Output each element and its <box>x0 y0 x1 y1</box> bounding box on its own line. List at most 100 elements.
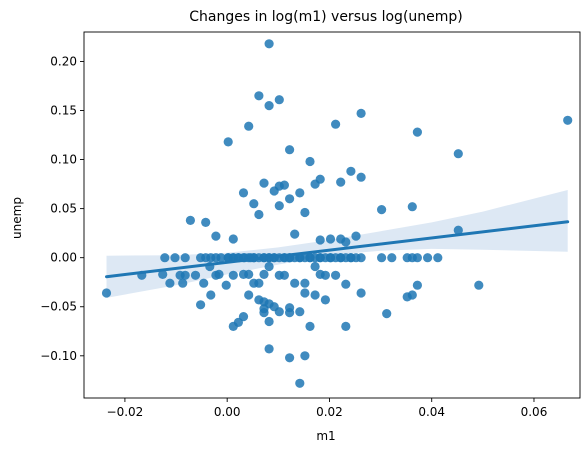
scatter-point <box>285 145 295 155</box>
scatter-point <box>412 127 422 137</box>
scatter-point <box>290 278 300 288</box>
scatter-point <box>407 202 417 212</box>
scatter-point <box>201 217 211 227</box>
scatter-point <box>259 178 269 188</box>
scatter-point <box>254 278 264 288</box>
scatter-point <box>412 280 422 290</box>
scatter-point <box>269 186 279 196</box>
y-tick-label: 0.15 <box>50 103 77 117</box>
scatter-point <box>305 321 315 331</box>
x-ticks: −0.02 0.00 0.02 0.04 0.06 <box>107 398 548 419</box>
scatter-point <box>285 308 295 318</box>
y-tick-label: −0.10 <box>40 349 77 363</box>
scatter-point <box>264 316 274 327</box>
scatter-point <box>206 290 216 300</box>
scatter-point <box>377 253 387 263</box>
scatter-point <box>377 205 387 215</box>
x-tick-label: 0.06 <box>521 405 548 419</box>
scatter-point <box>259 304 269 314</box>
scatter-point <box>264 39 274 49</box>
scatter-point <box>180 253 190 263</box>
scatter-point <box>295 307 305 317</box>
x-tick-label: 0.02 <box>316 405 343 419</box>
scatter-point <box>320 270 330 280</box>
x-tick-label: −0.02 <box>107 405 144 419</box>
scatter-point <box>351 253 361 263</box>
scatter-point <box>331 270 341 280</box>
scatter-point <box>274 95 284 105</box>
scatter-point <box>158 269 168 279</box>
scatter-point <box>196 300 206 310</box>
scatter-point <box>295 188 305 198</box>
scatter-point <box>254 91 264 101</box>
scatter-point <box>178 278 188 288</box>
y-ticks: −0.10 −0.05 0.00 0.05 0.10 0.15 0.20 <box>40 54 84 363</box>
scatter-point <box>170 253 180 263</box>
scatter-point <box>300 278 310 288</box>
scatter-point <box>244 269 254 279</box>
scatter-point <box>315 235 325 245</box>
scatter-point <box>305 156 315 167</box>
x-tick-label: 0.00 <box>214 405 241 419</box>
scatter-point <box>221 280 231 290</box>
scatter-point <box>244 121 254 131</box>
scatter-point <box>336 177 346 187</box>
scatter-point <box>279 270 289 280</box>
scatter-point <box>356 288 366 298</box>
scatter-point <box>310 261 320 272</box>
axes-layer <box>83 31 581 399</box>
scatter-point <box>433 253 443 263</box>
y-tick-label: 0.10 <box>50 153 77 167</box>
scatter-point <box>165 278 175 288</box>
scatter-point <box>228 234 238 244</box>
scatter-point <box>285 353 295 363</box>
y-tick-label: 0.05 <box>50 202 77 216</box>
scatter-point <box>453 225 463 235</box>
regression-line <box>104 220 570 279</box>
x-axis-label: m1 <box>316 429 335 443</box>
scatter-point <box>300 351 310 361</box>
scatter-point <box>310 290 320 300</box>
scatter-point <box>341 279 351 289</box>
scatter-point <box>346 166 356 176</box>
scatter-point <box>160 253 170 263</box>
y-tick-label: 0.00 <box>50 251 77 265</box>
scatter-point <box>199 278 209 288</box>
scatter-point <box>264 344 274 354</box>
scatter-point <box>259 269 269 279</box>
scatter-point <box>290 229 300 239</box>
scatter-point <box>563 115 573 125</box>
scatter-point <box>264 261 274 272</box>
scatter-point <box>382 309 392 319</box>
scatter-point <box>474 280 484 290</box>
y-tick-label: 0.20 <box>50 54 77 68</box>
scatter-point <box>238 188 249 198</box>
scatter-point <box>341 321 351 331</box>
scatter-point <box>412 253 422 263</box>
scatter-point <box>300 288 310 298</box>
regression-line-layer <box>104 220 570 279</box>
scatter-point <box>223 137 233 147</box>
scatter-point <box>300 207 310 218</box>
scatter-point <box>264 101 274 111</box>
scatter-point <box>279 180 289 190</box>
scatter-point <box>101 288 112 298</box>
x-tick-label: 0.04 <box>418 405 445 419</box>
scatter-point <box>331 119 341 129</box>
scatter-point <box>453 149 463 159</box>
scatter-point <box>228 321 238 331</box>
scatter-point <box>325 234 336 244</box>
scatter-point <box>254 209 264 220</box>
plot-frame <box>83 31 581 399</box>
scatter-point <box>320 295 330 305</box>
scatter-point <box>423 253 433 263</box>
scatter-point <box>310 179 320 189</box>
scatter-point <box>356 172 366 182</box>
scatter-point <box>211 231 221 241</box>
scatter-point <box>244 290 254 300</box>
scatter-point <box>356 108 366 118</box>
scatter-point <box>249 199 259 209</box>
scatter-point <box>295 378 305 388</box>
scatter-point <box>216 253 226 263</box>
